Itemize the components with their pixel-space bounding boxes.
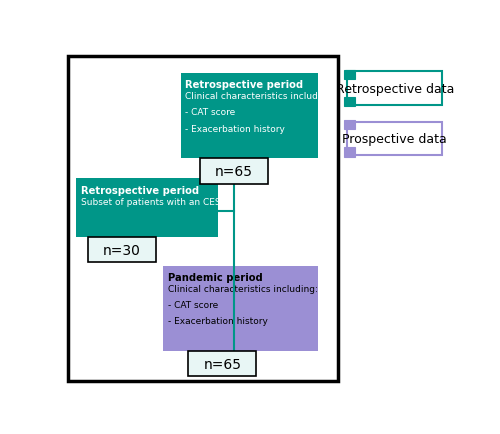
Text: Retrospective period: Retrospective period <box>186 80 304 90</box>
Text: Clinical characteristics including:: Clinical characteristics including: <box>168 284 318 293</box>
Bar <box>344 121 355 130</box>
Text: Pandemic period: Pandemic period <box>168 272 262 282</box>
Text: Retrospective period: Retrospective period <box>80 185 199 195</box>
Bar <box>344 148 355 158</box>
Bar <box>180 74 318 159</box>
Bar <box>163 266 318 351</box>
Text: Retrospective data: Retrospective data <box>336 82 454 95</box>
Bar <box>344 70 355 80</box>
Text: n=30: n=30 <box>102 243 141 257</box>
Text: n=65: n=65 <box>204 357 242 371</box>
Text: n=65: n=65 <box>215 164 253 178</box>
Text: - CAT score: - CAT score <box>186 108 236 117</box>
Bar <box>348 72 442 105</box>
Bar <box>344 98 355 107</box>
Text: - Exacerbation history: - Exacerbation history <box>168 316 268 326</box>
Bar <box>348 122 442 156</box>
Bar <box>68 57 338 381</box>
Text: Prospective data: Prospective data <box>342 132 447 145</box>
Bar <box>188 351 256 376</box>
Text: Subset of patients with an CES-D score: Subset of patients with an CES-D score <box>80 197 258 207</box>
Bar <box>200 159 268 184</box>
Text: - CAT score: - CAT score <box>168 300 218 309</box>
Text: Clinical characteristics including:: Clinical characteristics including: <box>186 92 335 101</box>
Text: - Exacerbation history: - Exacerbation history <box>186 124 285 133</box>
Bar <box>88 237 156 263</box>
Bar <box>76 179 218 237</box>
